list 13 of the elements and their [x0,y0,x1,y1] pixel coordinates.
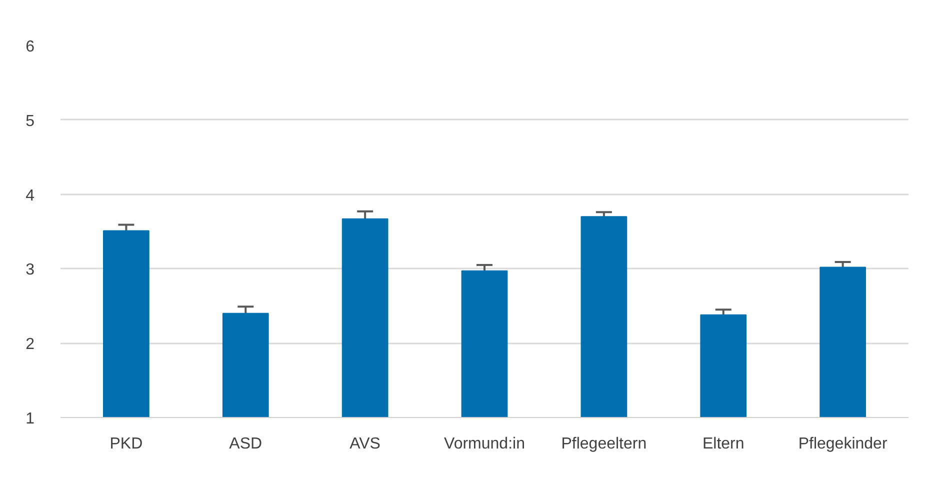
x-tick-label: Eltern [702,436,744,452]
y-tick-label: 6 [26,38,35,56]
y-tick-label: 3 [26,262,35,279]
x-tick-label: Pflegeeltern [561,436,647,452]
y-tick-label: 1 [26,410,35,428]
y-tick-label: 2 [26,336,35,354]
y-tick-label: 5 [26,112,35,130]
x-tick-label: ASD [229,436,262,452]
x-tick-label: PKD [110,436,143,452]
x-tick-label: Vormund:in [444,436,525,452]
x-tick-label: Pflegekinder [798,436,888,452]
x-tick-label: AVS [350,436,380,452]
y-tick-label: 4 [26,187,35,204]
